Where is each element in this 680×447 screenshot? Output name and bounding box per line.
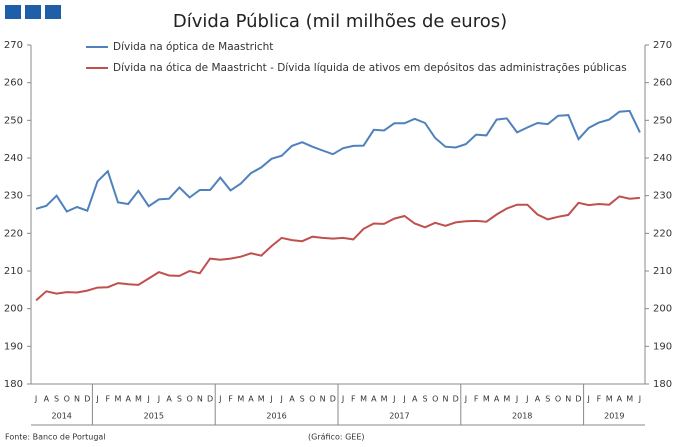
x-tick-label: A — [535, 395, 541, 404]
x-tick-label: M — [258, 395, 265, 404]
x-tick-label: D — [575, 395, 581, 404]
x-tick-label: J — [402, 395, 405, 404]
x-tick-label: D — [207, 395, 213, 404]
x-tick-label: O — [64, 395, 70, 404]
x-tick-label: N — [565, 395, 571, 404]
x-tick-label: S — [177, 395, 182, 404]
x-tick-label: A — [494, 395, 500, 404]
year-label: 2015 — [144, 412, 164, 421]
logo-block — [45, 5, 61, 19]
x-tick-label: J — [341, 395, 344, 404]
x-tick-label: O — [555, 395, 561, 404]
y-tick-label: 230 — [4, 191, 23, 202]
x-tick-label: M — [135, 395, 142, 404]
y-tick-label: 240 — [4, 153, 23, 164]
x-tick-label: M — [381, 395, 388, 404]
x-tick-label: A — [617, 395, 623, 404]
year-label: 2019 — [604, 412, 624, 421]
y-tick-label: 190 — [4, 341, 23, 352]
x-tick-label: M — [115, 395, 122, 404]
y2-tick-label: 230 — [653, 191, 672, 202]
x-tick-label: N — [320, 395, 326, 404]
x-tick-label: N — [197, 395, 203, 404]
y2-tick-label: 250 — [653, 115, 672, 126]
x-tick-label: J — [280, 395, 283, 404]
legend-label: Dívida na óptica de Maastricht — [113, 41, 273, 53]
x-tick-label: M — [626, 395, 633, 404]
x-tick-label: J — [638, 395, 641, 404]
year-label: 2016 — [266, 412, 286, 421]
y2-tick-label: 260 — [653, 78, 672, 89]
x-tick-label: N — [74, 395, 80, 404]
legend-label: Dívida na ótica de Maastricht - Dívida l… — [113, 62, 627, 74]
y2-tick-label: 270 — [653, 40, 672, 51]
x-tick-label: J — [515, 395, 518, 404]
x-tick-label: O — [186, 395, 192, 404]
series-line — [35, 195, 640, 302]
x-tick-label: S — [300, 395, 305, 404]
x-tick-label: J — [587, 395, 590, 404]
y2-tick-label: 210 — [653, 266, 672, 277]
y-tick-label: 270 — [4, 40, 23, 51]
y-tick-label: 220 — [4, 228, 23, 239]
year-label: 2018 — [512, 412, 532, 421]
y2-tick-label: 190 — [653, 341, 672, 352]
source: Fonte: Banco de Portugal — [5, 433, 106, 442]
x-tick-label: F — [474, 395, 479, 404]
x-tick-label: M — [503, 395, 510, 404]
x-tick-label: J — [525, 395, 528, 404]
x-tick-label: A — [371, 395, 377, 404]
x-tick-label: F — [105, 395, 110, 404]
x-tick-label: M — [360, 395, 367, 404]
x-tick-label: A — [412, 395, 418, 404]
y-tick-label: 250 — [4, 115, 23, 126]
year-label: 2017 — [389, 412, 409, 421]
y-tick-label: 200 — [4, 304, 23, 315]
x-tick-label: S — [545, 395, 550, 404]
x-tick-label: J — [392, 395, 395, 404]
x-tick-label: J — [464, 395, 467, 404]
y2-tick-label: 180 — [653, 379, 672, 390]
x-tick-label: M — [237, 395, 244, 404]
x-tick-label: J — [269, 395, 272, 404]
x-tick-label: M — [606, 395, 613, 404]
x-tick-label: D — [453, 395, 459, 404]
x-tick-label: J — [218, 395, 221, 404]
x-tick-label: J — [95, 395, 98, 404]
x-tick-label: A — [289, 395, 295, 404]
y-tick-label: 260 — [4, 78, 23, 89]
x-tick-label: M — [483, 395, 490, 404]
x-tick-label: F — [228, 395, 233, 404]
logo-block — [25, 5, 41, 19]
x-tick-label: J — [147, 395, 150, 404]
logo-block — [5, 5, 21, 19]
y2-tick-label: 220 — [653, 228, 672, 239]
series-line — [35, 109, 641, 213]
x-tick-label: A — [166, 395, 172, 404]
y2-tick-label: 240 — [653, 153, 672, 164]
x-tick-label: O — [432, 395, 438, 404]
y-tick-label: 210 — [4, 266, 23, 277]
credit: (Gráfico: GEE) — [308, 433, 365, 442]
x-tick-label: A — [125, 395, 131, 404]
x-tick-label: S — [422, 395, 427, 404]
y-tick-label: 180 — [4, 379, 23, 390]
x-tick-label: J — [34, 395, 37, 404]
x-tick-label: O — [309, 395, 315, 404]
x-tick-label: F — [351, 395, 356, 404]
y2-tick-label: 200 — [653, 304, 672, 315]
x-tick-label: F — [597, 395, 602, 404]
x-tick-label: A — [248, 395, 254, 404]
x-tick-label: A — [44, 395, 50, 404]
x-tick-label: J — [157, 395, 160, 404]
x-tick-label: D — [84, 395, 90, 404]
chart-title: Dívida Pública (mil milhões de euros) — [173, 11, 507, 32]
year-label: 2014 — [52, 412, 72, 421]
x-tick-label: S — [54, 395, 59, 404]
x-tick-label: D — [330, 395, 336, 404]
x-tick-label: N — [442, 395, 448, 404]
